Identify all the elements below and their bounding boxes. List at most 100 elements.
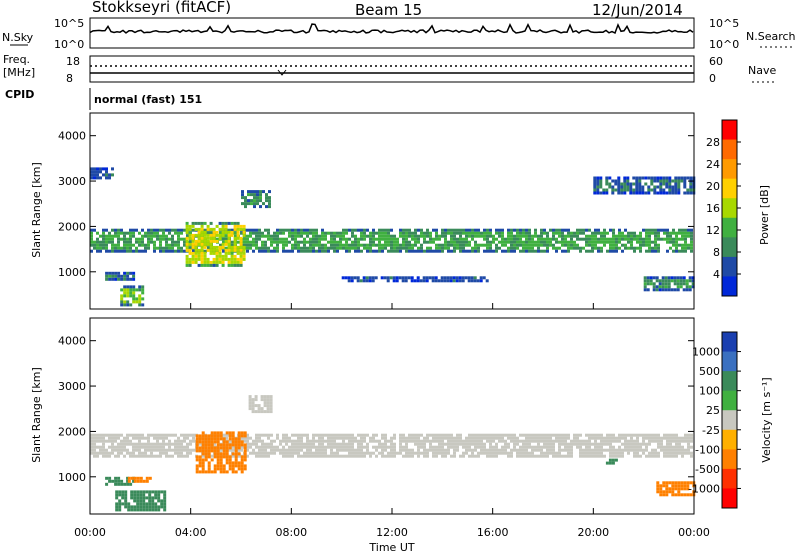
data-cell bbox=[386, 279, 390, 283]
data-cell bbox=[621, 243, 624, 247]
data-cell bbox=[105, 476, 109, 480]
data-cell bbox=[327, 433, 330, 437]
data-cell bbox=[648, 234, 651, 238]
data-cell bbox=[416, 279, 420, 283]
data-cell bbox=[432, 445, 435, 449]
data-cell bbox=[342, 454, 345, 458]
data-cell bbox=[148, 496, 152, 500]
data-cell bbox=[498, 246, 501, 250]
data-cell bbox=[654, 228, 657, 232]
x-tick-label: 04:00 bbox=[175, 526, 207, 539]
data-cell bbox=[276, 436, 279, 440]
data-cell bbox=[671, 191, 675, 195]
data-cell bbox=[142, 508, 146, 512]
data-cell bbox=[171, 237, 174, 241]
data-cell bbox=[480, 442, 483, 446]
data-cell bbox=[525, 234, 528, 238]
data-cell bbox=[203, 260, 207, 264]
data-cell bbox=[144, 249, 147, 253]
data-cell bbox=[342, 439, 345, 443]
data-cell bbox=[269, 404, 273, 408]
data-cell bbox=[534, 445, 537, 449]
data-cell bbox=[138, 285, 142, 289]
data-cell bbox=[96, 237, 99, 241]
data-cell bbox=[291, 237, 294, 241]
data-cell bbox=[258, 439, 261, 443]
data-cell bbox=[683, 176, 687, 180]
data-cell bbox=[672, 448, 675, 452]
data-cell bbox=[464, 276, 468, 280]
data-cell bbox=[657, 249, 660, 253]
data-cell bbox=[345, 240, 348, 244]
data-cell bbox=[453, 246, 456, 250]
data-cell bbox=[124, 490, 128, 494]
data-cell bbox=[675, 454, 678, 458]
data-cell bbox=[446, 279, 450, 283]
data-cell bbox=[540, 234, 543, 238]
data-cell bbox=[432, 228, 435, 232]
data-cell bbox=[154, 490, 158, 494]
data-cell bbox=[612, 454, 615, 458]
data-cell bbox=[99, 246, 102, 250]
data-cell bbox=[354, 228, 357, 232]
data-cell bbox=[264, 454, 267, 458]
data-cell bbox=[438, 442, 441, 446]
data-cell bbox=[450, 249, 453, 253]
data-cell bbox=[147, 231, 150, 235]
data-cell bbox=[654, 448, 657, 452]
data-cell bbox=[312, 451, 315, 455]
data-cell bbox=[675, 231, 678, 235]
data-cell bbox=[174, 231, 177, 235]
data-cell bbox=[519, 243, 522, 247]
data-cell bbox=[324, 231, 327, 235]
data-cell bbox=[207, 464, 211, 468]
data-cell bbox=[456, 448, 459, 452]
colorbar-tick-label: -1000 bbox=[688, 482, 720, 495]
data-cell bbox=[417, 439, 420, 443]
data-cell bbox=[555, 231, 558, 235]
data-cell bbox=[174, 445, 177, 449]
data-cell bbox=[665, 176, 669, 180]
data-cell bbox=[483, 448, 486, 452]
data-cell bbox=[348, 439, 351, 443]
data-cell bbox=[608, 458, 612, 462]
data-cell bbox=[659, 185, 663, 189]
data-cell bbox=[474, 240, 477, 244]
data-cell bbox=[225, 452, 229, 456]
data-band bbox=[241, 190, 271, 209]
data-cell bbox=[369, 243, 372, 247]
data-cell bbox=[206, 233, 210, 237]
power-colorbar-label: Power [dB] bbox=[758, 185, 771, 245]
data-cell bbox=[594, 451, 597, 455]
data-cell bbox=[372, 439, 375, 443]
data-cell bbox=[348, 243, 351, 247]
colorbar-frame bbox=[721, 331, 738, 509]
data-cell bbox=[133, 490, 137, 494]
data-cell bbox=[189, 433, 192, 437]
data-cell bbox=[579, 237, 582, 241]
colorbar-swatch bbox=[722, 120, 737, 141]
data-cell bbox=[156, 433, 159, 437]
data-cell bbox=[105, 249, 108, 253]
data-cell bbox=[200, 248, 204, 252]
data-cell bbox=[327, 246, 330, 250]
data-cell bbox=[504, 439, 507, 443]
data-cell bbox=[636, 436, 639, 440]
data-cell bbox=[294, 439, 297, 443]
data-cell bbox=[486, 454, 489, 458]
data-cell bbox=[141, 243, 144, 247]
data-cell bbox=[135, 249, 138, 253]
data-cell bbox=[239, 239, 243, 243]
data-cell bbox=[185, 227, 189, 231]
data-cell bbox=[675, 445, 678, 449]
data-cell bbox=[468, 243, 471, 247]
data-cell bbox=[414, 249, 417, 253]
data-cell bbox=[141, 451, 144, 455]
data-cell bbox=[588, 249, 591, 253]
data-cell bbox=[390, 234, 393, 238]
data-cell bbox=[680, 487, 684, 491]
data-cell bbox=[312, 445, 315, 449]
data-cell bbox=[635, 188, 639, 192]
data-cell bbox=[127, 479, 131, 483]
data-cell bbox=[363, 228, 366, 232]
